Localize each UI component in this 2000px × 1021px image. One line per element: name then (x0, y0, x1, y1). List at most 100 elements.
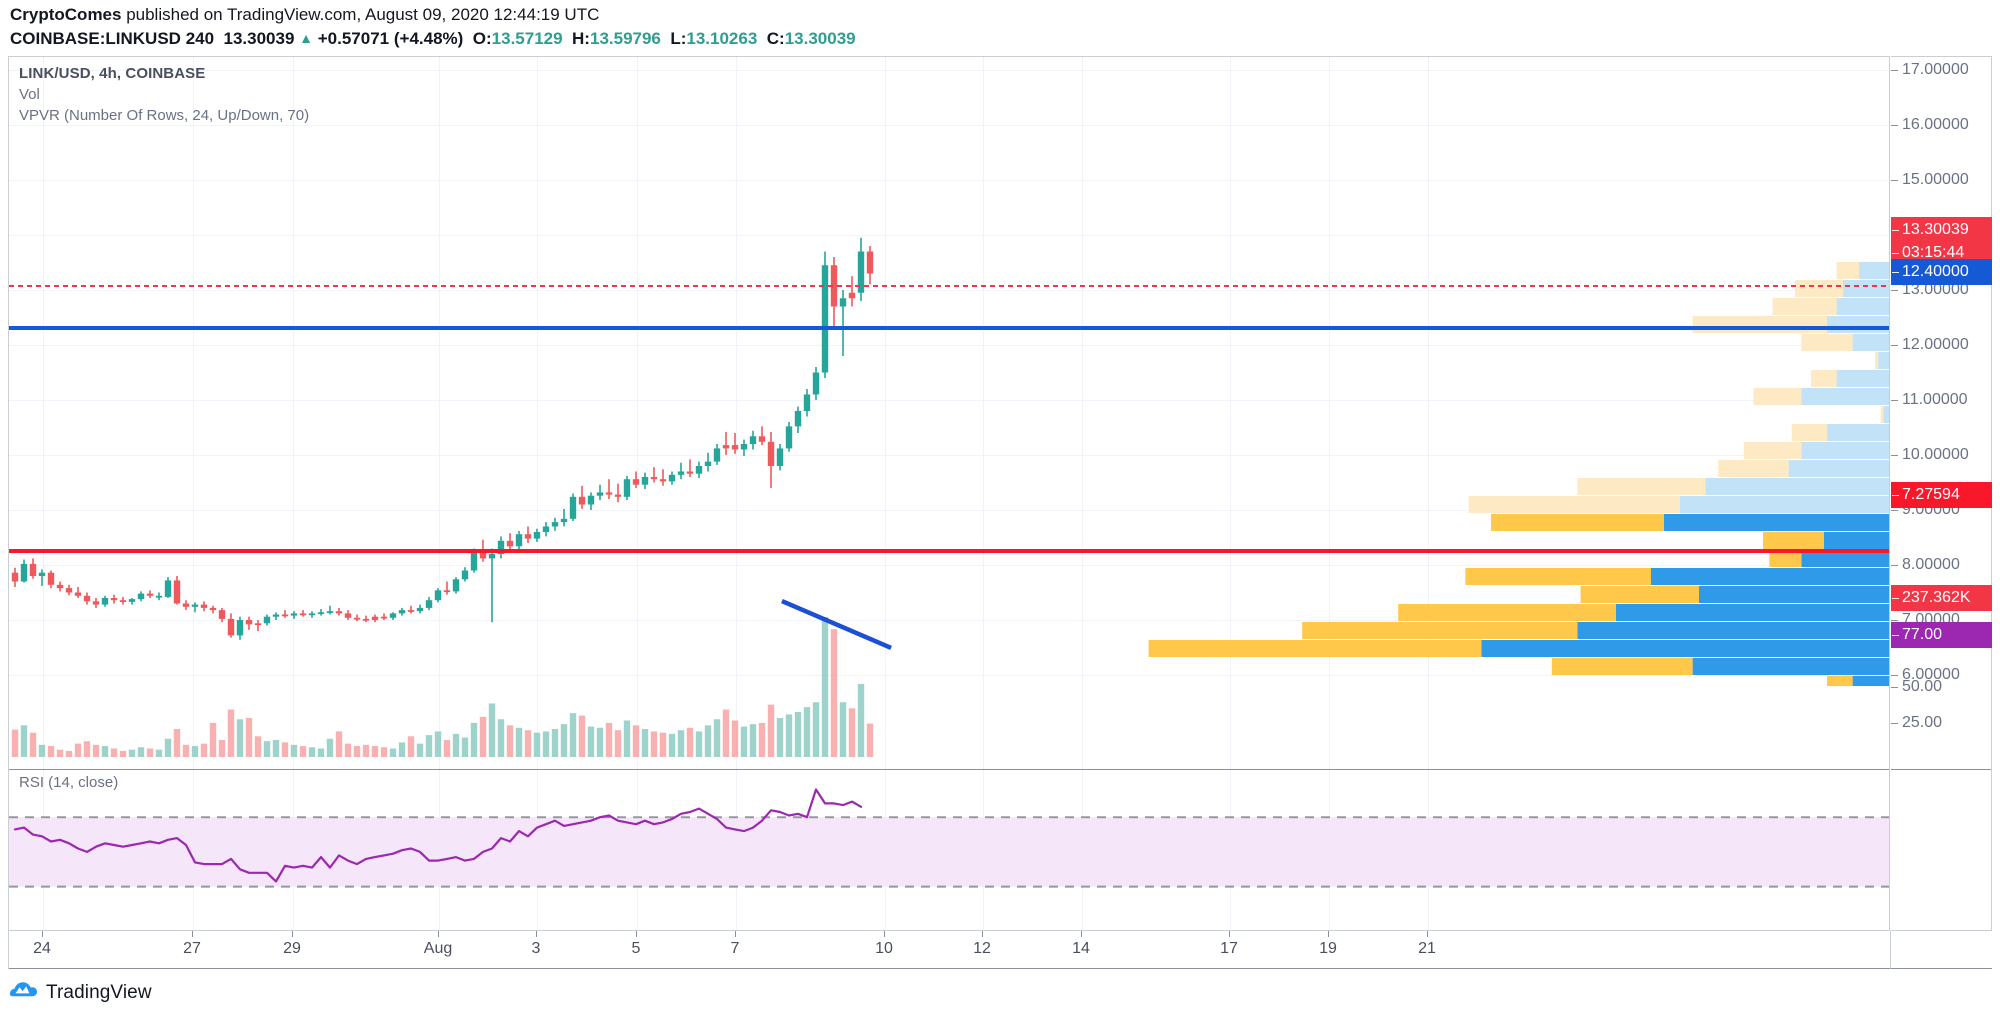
price-grid-hline (9, 510, 1889, 511)
volume-bar (425, 735, 433, 757)
drawing-tools-layer[interactable] (9, 57, 1889, 769)
volume-bar (686, 727, 694, 757)
rsi-axis-tick (1891, 723, 1898, 724)
time-axis-tick (1328, 931, 1329, 937)
volume-tag[interactable]: 237.362K (1891, 585, 1992, 611)
candle (506, 533, 514, 551)
volume-bar (38, 744, 46, 757)
candle (497, 536, 505, 559)
time-axis-tick (438, 931, 439, 937)
volume-bar (389, 748, 397, 757)
candle (155, 592, 163, 601)
rsi-pane[interactable]: RSI (14, close) (9, 770, 1889, 930)
candle (839, 290, 847, 356)
volume-bar (704, 725, 712, 757)
candle (29, 558, 37, 579)
volume-series (11, 617, 874, 757)
candle (776, 444, 784, 471)
rsi-value-tag[interactable]: 77.00 (1891, 622, 1992, 648)
volume-profile-row (1718, 460, 1889, 477)
price-axis-label: 11.00000 (1902, 391, 1968, 408)
price-grid-hline (9, 125, 1889, 126)
price-grid-hline (9, 345, 1889, 346)
volume-profile-row (1836, 262, 1889, 279)
candle (56, 581, 64, 592)
price-axis-tick (1891, 455, 1898, 456)
tag-tick (1892, 253, 1899, 254)
trendline[interactable] (781, 599, 892, 650)
volume-bar (74, 743, 82, 757)
interval-label[interactable]: 240 (185, 29, 215, 48)
volume-bar (650, 731, 658, 757)
price-grid-vline (1082, 57, 1083, 769)
price-grid-hline (9, 565, 1889, 566)
volume-bar (767, 704, 775, 757)
volume-bar (173, 729, 181, 757)
price-axis-label: 10.00000 (1902, 446, 1969, 463)
volume-profile-row (1827, 676, 1889, 686)
chart-header: CryptoComes published on TradingView.com… (10, 4, 1510, 50)
tag-tick (1892, 272, 1899, 273)
resistance-tag[interactable]: 12.40000 (1891, 259, 1992, 285)
volume-bar (857, 683, 865, 757)
price-grid-vline (1428, 57, 1429, 769)
pane-separator[interactable] (9, 769, 1889, 770)
price-axis-tick (1891, 125, 1898, 126)
volume-bar (272, 739, 280, 757)
support-tag[interactable]: 7.27594 (1891, 482, 1992, 508)
candle (425, 596, 433, 611)
tag-tick (1892, 495, 1899, 496)
price-axis-label: 8.00000 (1902, 556, 1960, 573)
volume-bar (623, 720, 631, 757)
candle (245, 616, 253, 630)
chart-frame[interactable]: LINK/USD, 4h, COINBASE Vol VPVR (Number … (8, 56, 1890, 931)
volume-bar (479, 716, 487, 757)
candle (11, 567, 19, 587)
volume-bar (407, 736, 415, 757)
volume-profile-row (1577, 478, 1889, 495)
change-abs-label: +0.57071 (317, 29, 390, 48)
candle (812, 367, 820, 400)
volume-bar (380, 747, 388, 757)
volume-bar (155, 749, 163, 757)
price-axis-label: 13.00000 (1902, 281, 1969, 298)
time-axis-label: 10 (875, 940, 893, 957)
time-axis-label: 29 (283, 940, 301, 957)
candle (182, 600, 190, 611)
time-axis[interactable]: 24 27 29 Aug 3 5 7 10 12 14 17 19 21 (8, 931, 1992, 969)
time-axis-label: 7 (730, 940, 740, 957)
price-axis-tick (1891, 565, 1898, 566)
volume-bar (101, 746, 109, 757)
candle (119, 596, 127, 605)
volume-bar (740, 726, 748, 757)
volume-bar (119, 750, 127, 757)
candle (281, 610, 289, 618)
symbol-label[interactable]: COINBASE:LINKUSD (10, 29, 181, 48)
candle (263, 614, 271, 626)
volume-profile-row (1491, 514, 1889, 531)
price-grid-vline (885, 57, 886, 769)
rsi-legend[interactable]: RSI (14, close) (19, 774, 119, 791)
price-axis-tick (1891, 675, 1898, 676)
price-axis[interactable]: 17.0000016.0000015.0000014.0000013.00000… (1891, 56, 1992, 931)
volume-bar (515, 727, 523, 757)
candle (38, 569, 46, 586)
volume-bar (803, 707, 811, 757)
time-axis-tick (292, 931, 293, 937)
up-arrow-icon: ▲ (299, 30, 314, 46)
volume-bar (137, 747, 145, 757)
open-label: O: (472, 29, 492, 48)
last-price-tag[interactable]: 13.30039 (1891, 217, 1992, 243)
candle (848, 276, 856, 307)
candle (209, 605, 217, 614)
tag-tick (1892, 230, 1899, 231)
volume-bar (668, 733, 676, 757)
price-pane[interactable]: LINK/USD, 4h, COINBASE Vol VPVR (Number … (9, 57, 1889, 769)
candle (164, 577, 172, 598)
candle (668, 471, 676, 485)
close-value: 13.30039 (784, 29, 856, 48)
volume-bar (191, 746, 199, 757)
price-axis-label: 15.00000 (1902, 171, 1969, 188)
tag-tick (1892, 598, 1899, 599)
volume-profile-row (1772, 298, 1889, 315)
